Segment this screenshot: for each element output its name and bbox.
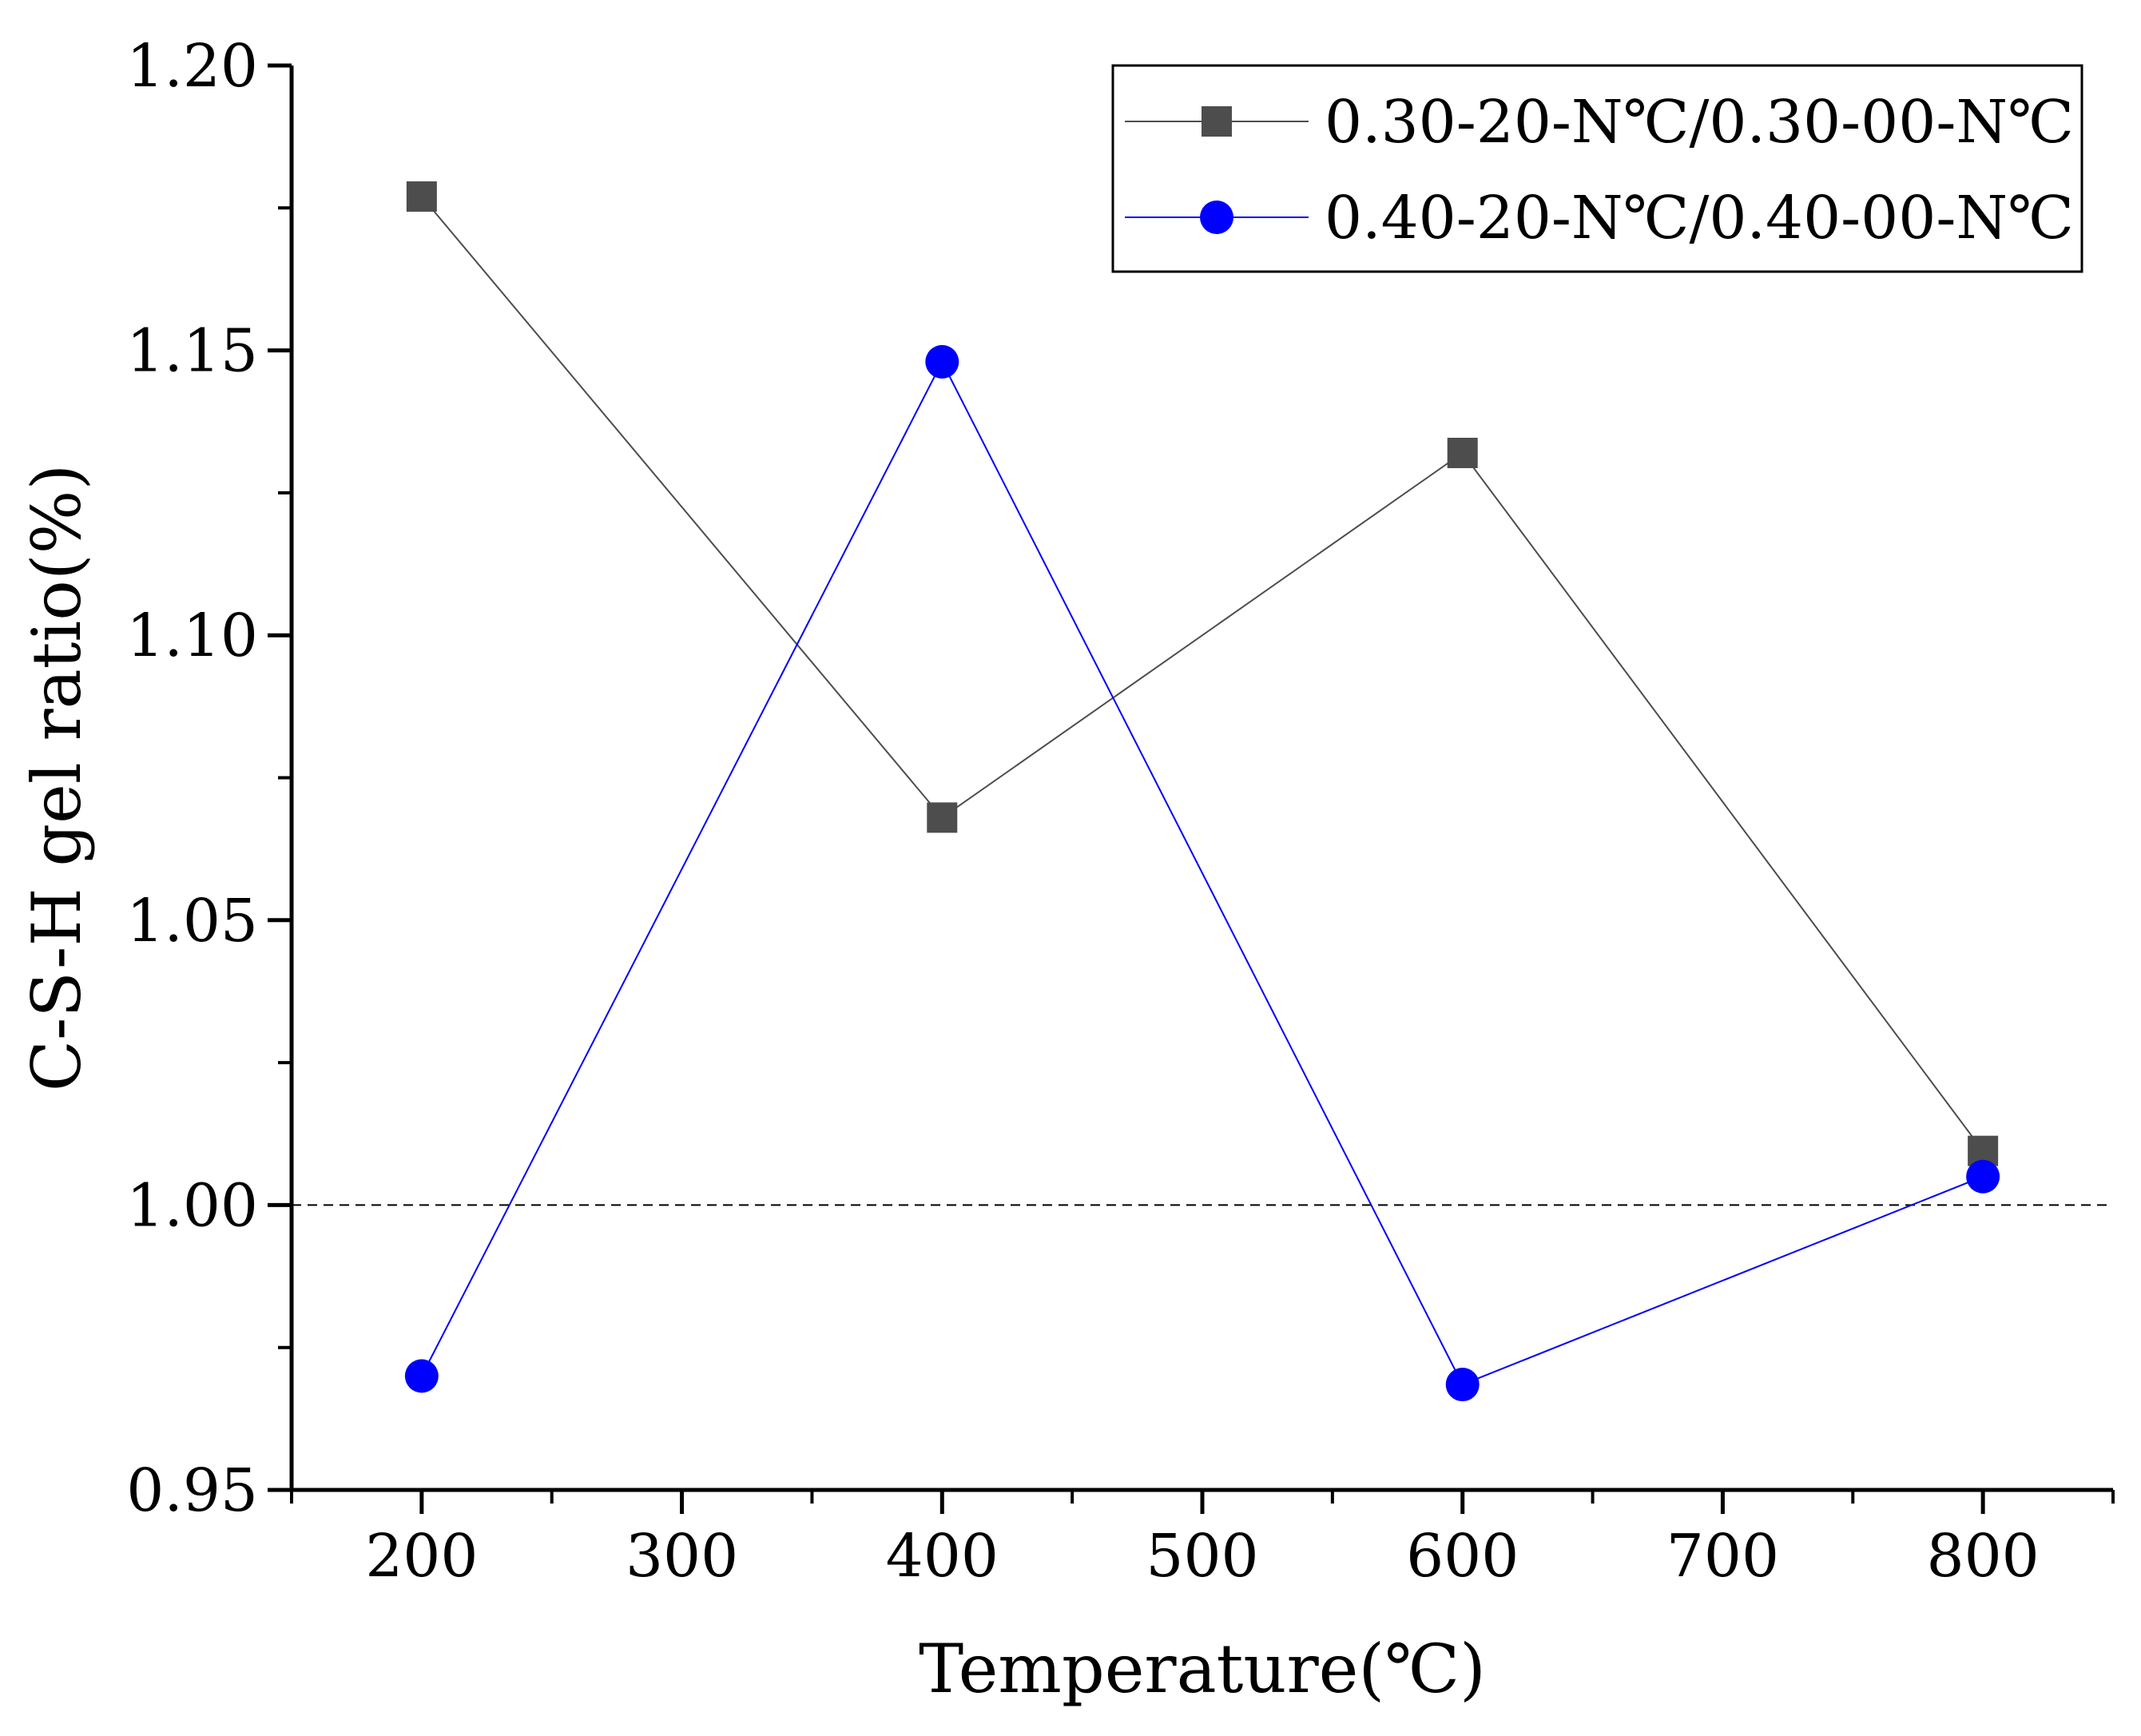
y-tick-label: 1.00 <box>126 1171 258 1240</box>
series-1-point-400 <box>927 802 958 833</box>
x-tick-label: 400 <box>886 1522 999 1591</box>
x-tick-label: 500 <box>1146 1522 1258 1591</box>
series-2-point-800 <box>1966 1159 2000 1194</box>
x-tick-label: 200 <box>365 1522 478 1591</box>
legend-label-2: 0.40-20-N℃/0.40-00-N℃ <box>1325 184 2074 252</box>
axes-layer: 0.95 1.00 1.05 1.10 1.15 1.20 200 300 400 500 600 7… <box>18 32 2115 1708</box>
legend-marker-1 <box>1202 106 1232 137</box>
x-tick-label: 300 <box>626 1522 738 1591</box>
legend-label-1: 0.30-20-N℃/0.30-00-N℃ <box>1325 88 2074 157</box>
series-2-point-200 <box>404 1359 439 1393</box>
series-layer <box>404 181 2000 1402</box>
x-axis-title: Temperature(℃) <box>919 1630 1486 1708</box>
x-tick-label: 600 <box>1406 1522 1519 1591</box>
y-tick-label: 1.15 <box>126 317 258 386</box>
y-tick-label: 1.05 <box>126 887 258 955</box>
series-1-point-600 <box>1447 437 1478 468</box>
series-2-point-600 <box>1445 1368 1480 1402</box>
x-tick-label: 700 <box>1666 1522 1779 1591</box>
y-tick-label: 1.20 <box>126 32 258 101</box>
y-tick-label: 0.95 <box>126 1456 258 1525</box>
series-line-2 <box>420 360 1984 1386</box>
y-axis-title: C-S-H gel ratio(%) <box>18 464 96 1091</box>
series-line-1 <box>421 196 1984 1152</box>
series-1-point-200 <box>406 181 437 213</box>
x-tick-label: 800 <box>1927 1522 2040 1591</box>
y-tick-label: 1.10 <box>126 602 258 670</box>
legend-layer: 0.30-20-N℃/0.30-00-N℃ 0.40-20-N℃/0.40-00-… <box>1111 64 2083 273</box>
series-2-point-400 <box>925 344 959 379</box>
legend-box <box>1111 64 2083 273</box>
legend-marker-2 <box>1200 201 1233 234</box>
